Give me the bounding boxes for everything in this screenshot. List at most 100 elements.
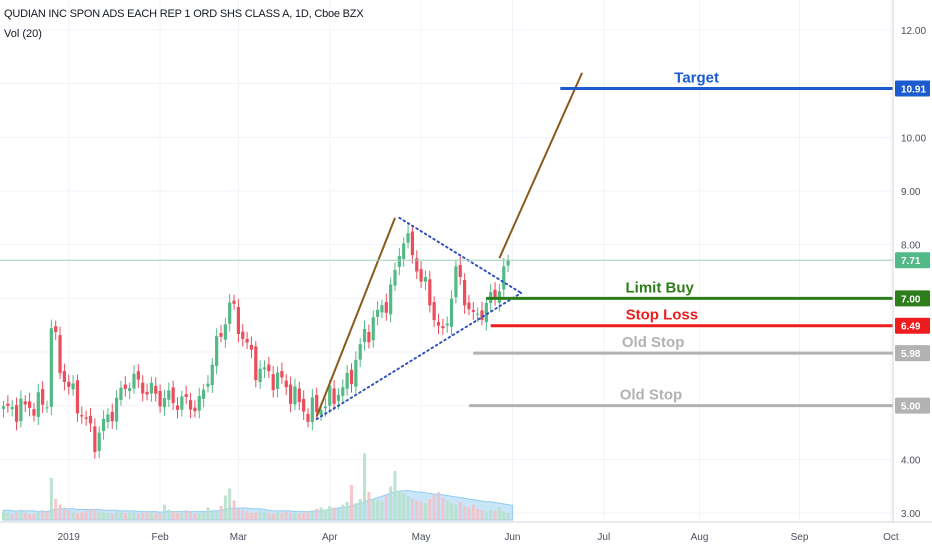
candle-body[interactable] — [115, 397, 119, 422]
candle-body[interactable] — [336, 394, 341, 401]
candle-body[interactable] — [354, 359, 358, 387]
candle-body[interactable] — [184, 394, 188, 397]
candle-body[interactable] — [215, 336, 219, 366]
candle-body[interactable] — [293, 386, 297, 405]
candle-body[interactable] — [93, 426, 97, 452]
candle-body[interactable] — [180, 396, 184, 410]
candle-body[interactable] — [110, 411, 114, 422]
candle-body[interactable] — [141, 382, 145, 394]
candle-body[interactable] — [10, 406, 14, 410]
candle-body[interactable] — [45, 407, 49, 409]
candle-body[interactable] — [80, 415, 84, 417]
candle-body[interactable] — [202, 389, 206, 399]
candle-body[interactable] — [502, 266, 506, 290]
candle-body[interactable] — [236, 307, 240, 335]
candle-body[interactable] — [49, 328, 53, 407]
candle-body[interactable] — [441, 326, 445, 329]
candle-body[interactable] — [36, 392, 40, 418]
trendline[interactable] — [498, 72, 583, 259]
candle-body[interactable] — [158, 390, 162, 407]
candle-body[interactable] — [362, 328, 367, 343]
candle-body[interactable] — [1, 406, 6, 409]
candle-body[interactable] — [493, 289, 497, 300]
candle-body[interactable] — [476, 313, 480, 315]
candle-body[interactable] — [84, 417, 88, 419]
candle-body[interactable] — [423, 277, 428, 282]
candle-body[interactable] — [410, 231, 414, 256]
candle-body[interactable] — [467, 302, 471, 310]
candle-body[interactable] — [132, 373, 136, 389]
candle-body[interactable] — [436, 322, 441, 326]
candle-body[interactable] — [128, 388, 132, 391]
candle-body[interactable] — [123, 384, 127, 389]
candle-body[interactable] — [463, 280, 467, 306]
candle-body[interactable] — [67, 381, 71, 387]
candle-body[interactable] — [136, 371, 140, 380]
candle-body[interactable] — [71, 383, 75, 390]
candle-body[interactable] — [302, 398, 306, 412]
candle-body[interactable] — [506, 260, 510, 266]
candle-body[interactable] — [419, 269, 423, 282]
candle-body[interactable] — [432, 302, 436, 321]
candle-body[interactable] — [415, 258, 419, 272]
candle-body[interactable] — [101, 418, 106, 432]
candle-body[interactable] — [206, 383, 210, 387]
candle-body[interactable] — [284, 380, 288, 388]
candle-body[interactable] — [171, 387, 175, 403]
candle-body[interactable] — [349, 369, 354, 385]
candle-body[interactable] — [376, 309, 380, 317]
candle-body[interactable] — [58, 335, 62, 374]
candle-body[interactable] — [280, 371, 284, 378]
candle-body[interactable] — [228, 302, 232, 324]
volume-indicator-label[interactable]: Vol (20) — [4, 28, 42, 40]
candle-body[interactable] — [197, 396, 201, 411]
candle-body[interactable] — [319, 409, 323, 416]
candle-body[interactable] — [162, 398, 167, 408]
candle-body[interactable] — [88, 415, 93, 424]
candle-body[interactable] — [332, 388, 336, 404]
candle-body[interactable] — [471, 309, 475, 312]
candle-body[interactable] — [384, 302, 388, 313]
candle-body[interactable] — [341, 387, 345, 396]
candle-body[interactable] — [358, 344, 362, 360]
candle-body[interactable] — [149, 382, 153, 394]
candle-body[interactable] — [406, 233, 410, 243]
candle-body[interactable] — [193, 407, 197, 412]
candle-body[interactable] — [223, 324, 227, 340]
candle-body[interactable] — [480, 310, 484, 320]
candle-body[interactable] — [175, 405, 180, 410]
candle-body[interactable] — [28, 401, 32, 408]
candle-body[interactable] — [262, 367, 267, 370]
candle-body[interactable] — [306, 413, 310, 422]
candle-body[interactable] — [323, 406, 327, 409]
candle-body[interactable] — [371, 317, 375, 341]
candle-body[interactable] — [19, 398, 23, 422]
candle-body[interactable] — [106, 414, 110, 423]
candle-body[interactable] — [449, 298, 454, 327]
candle-body[interactable] — [345, 372, 349, 389]
candle-body[interactable] — [145, 391, 149, 395]
trendline[interactable] — [315, 217, 396, 417]
candle-body[interactable] — [328, 385, 332, 406]
candle-body[interactable] — [54, 326, 58, 332]
candle-body[interactable] — [310, 397, 314, 423]
candle-body[interactable] — [454, 266, 458, 298]
candle-body[interactable] — [167, 390, 171, 400]
candle-body[interactable] — [241, 331, 245, 339]
candle-body[interactable] — [97, 432, 101, 451]
candle-body[interactable] — [258, 368, 262, 383]
candle-body[interactable] — [219, 333, 223, 337]
candle-body[interactable] — [315, 394, 319, 413]
candle-body[interactable] — [458, 265, 462, 278]
candle-body[interactable] — [402, 243, 406, 259]
candle-body[interactable] — [6, 403, 10, 407]
candle-body[interactable] — [119, 387, 123, 400]
candle-body[interactable] — [393, 269, 397, 286]
candle-body[interactable] — [23, 401, 27, 405]
triangle-pattern-line[interactable] — [315, 291, 523, 421]
candle-body[interactable] — [445, 323, 449, 326]
candle-body[interactable] — [41, 389, 45, 405]
candle-body[interactable] — [245, 338, 249, 343]
candle-body[interactable] — [271, 374, 275, 391]
